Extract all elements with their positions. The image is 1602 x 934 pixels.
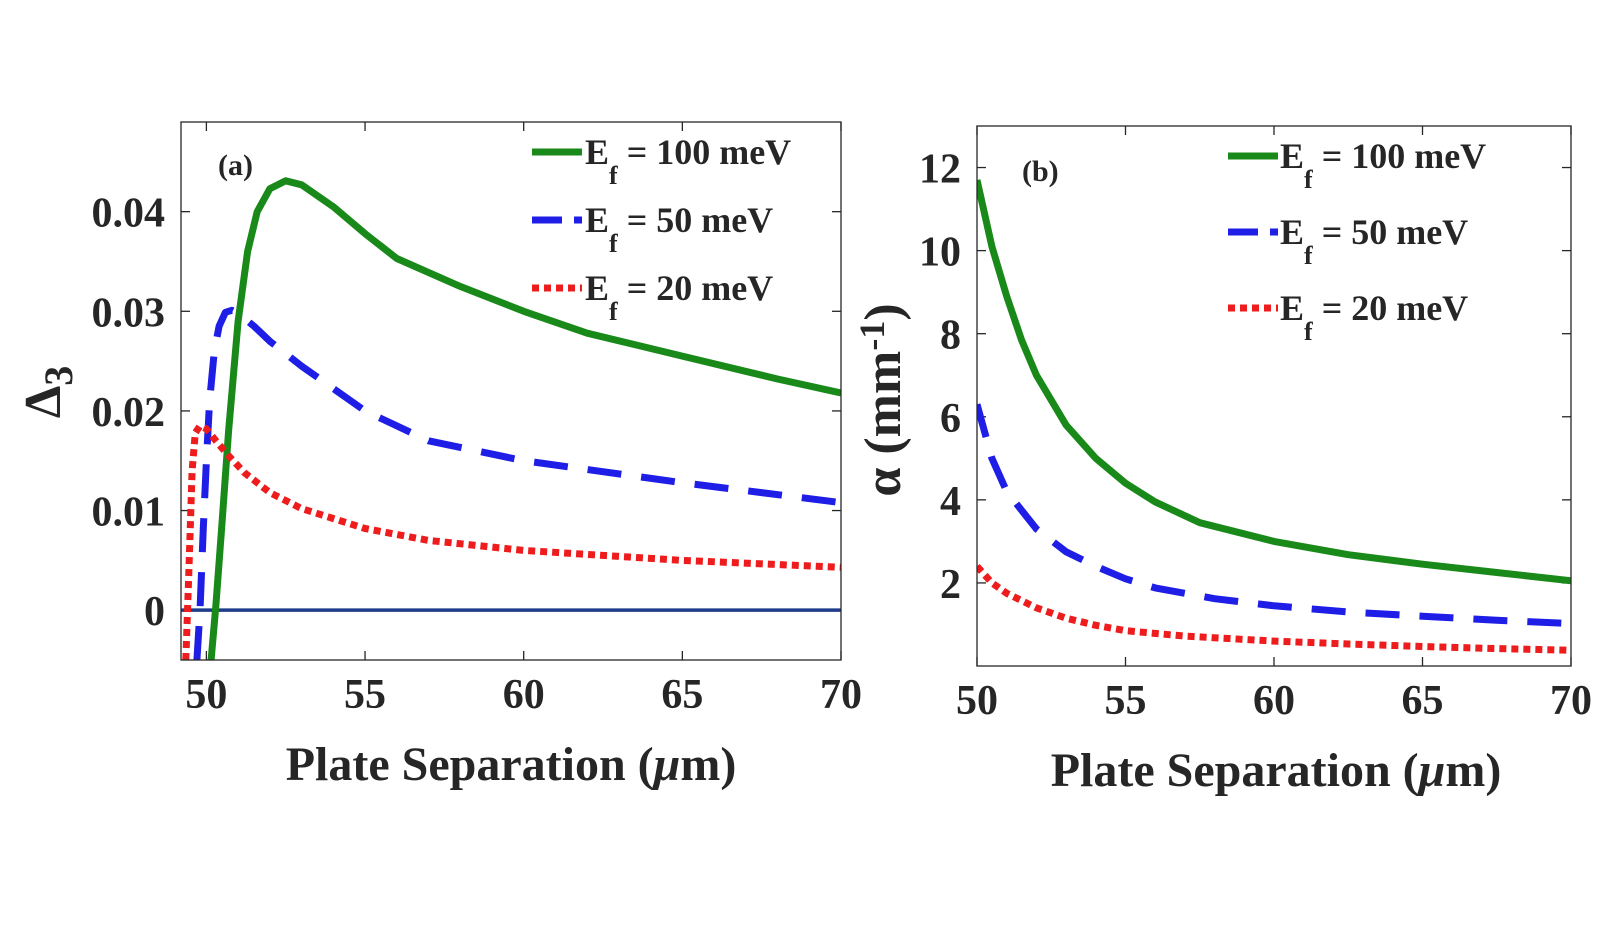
y-tick-label: 10: [919, 230, 961, 276]
y-tick-label: 6: [940, 396, 961, 442]
x-tick-label: 70: [1550, 678, 1592, 724]
legend-label: Ef = 50 meV: [585, 200, 773, 258]
x-tick-label: 60: [1253, 678, 1295, 724]
legend-label: Ef = 20 meV: [585, 268, 773, 326]
panel-a-legend: Ef = 100 meV Ef = 50 meV Ef = 20 meV: [532, 132, 791, 326]
x-tick-label: 60: [503, 672, 545, 718]
x-tick-label: 50: [185, 672, 227, 718]
y-tick-label: 8: [940, 313, 961, 359]
panel-a: 50 55 60 65 70 0 0.01 0.02 0.03 0.04 (a) Plate S…: [15, 121, 862, 791]
y-tick-label: 0.01: [92, 490, 166, 536]
panel-a-y-axis-label: Δ3: [15, 366, 81, 419]
panel-a-x-tick-labels: 50 55 60 65 70: [185, 672, 862, 718]
x-tick-label: 65: [1402, 678, 1444, 724]
y-tick-label: 2: [940, 562, 961, 608]
x-tick-label: 70: [820, 672, 862, 718]
legend-label: Ef = 100 meV: [1280, 136, 1486, 194]
y-tick-label: 0.03: [92, 290, 166, 336]
series-line-dotted: [182, 422, 841, 660]
panel-b-label: (b): [1022, 155, 1059, 188]
panel-a-y-tick-labels: 0 0.01 0.02 0.03 0.04: [92, 191, 166, 636]
panel-a-label: (a): [218, 149, 253, 182]
panel-b-series-group: [977, 179, 1571, 654]
panel-b-y-tick-labels: 2 4 6 8 10 12: [919, 147, 961, 608]
series-line-dashed: [193, 306, 841, 660]
legend-label: Ef = 100 meV: [585, 132, 791, 190]
panel-b-legend: Ef = 100 meV Ef = 50 meV Ef = 20 meV: [1228, 136, 1486, 346]
x-tick-label: 65: [661, 672, 703, 718]
y-tick-label: 12: [919, 147, 961, 193]
panel-a-series-group: [181, 177, 841, 660]
series-line-solid: [977, 179, 1571, 585]
y-tick-label: 4: [940, 479, 961, 525]
legend-label: Ef = 20 meV: [1280, 288, 1468, 346]
y-tick-label: 0.04: [92, 191, 166, 237]
panel-b: 50 55 60 65 70 2 4 6 8 10 12 (b) Plate Separation…: [852, 125, 1592, 797]
panel-a-axes-box: [180, 121, 842, 661]
panel-a-x-axis-label: Plate Separation (μm): [286, 738, 737, 791]
panel-b-y-axis-label: α (mm-1): [852, 303, 912, 496]
y-tick-label: 0: [144, 589, 165, 635]
x-tick-label: 55: [344, 672, 386, 718]
panel-b-axes-box: [976, 125, 1572, 667]
series-line-dotted: [977, 563, 1571, 654]
legend-label: Ef = 50 meV: [1280, 212, 1468, 270]
x-tick-label: 50: [956, 678, 998, 724]
panel-b-x-axis-label: Plate Separation (μm): [1051, 744, 1502, 797]
panel-b-x-tick-labels: 50 55 60 65 70: [956, 678, 1592, 724]
y-tick-label: 0.02: [92, 390, 166, 436]
x-tick-label: 55: [1105, 678, 1147, 724]
series-line-solid: [207, 177, 841, 660]
panel-b-plot-area: [977, 179, 1571, 654]
panel-a-plot-area: [181, 177, 841, 660]
